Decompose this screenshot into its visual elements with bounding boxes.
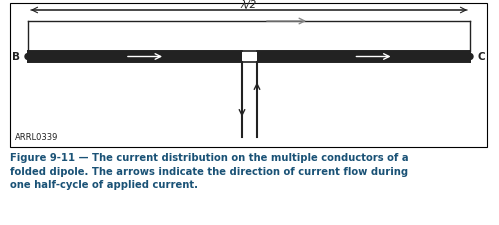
Text: B: B	[12, 52, 20, 62]
Bar	[257, 52, 470, 63]
Bar	[28, 52, 242, 63]
Bar	[10, 4, 487, 147]
Text: λ/2: λ/2	[241, 0, 257, 10]
Bar	[28, 52, 470, 63]
Text: ARRL0339: ARRL0339	[15, 132, 58, 141]
Circle shape	[467, 54, 473, 60]
Text: C: C	[478, 52, 486, 62]
Circle shape	[25, 54, 31, 60]
Text: Figure 9-11 — The current distribution on the multiple conductors of a
folded di: Figure 9-11 — The current distribution o…	[10, 152, 409, 189]
